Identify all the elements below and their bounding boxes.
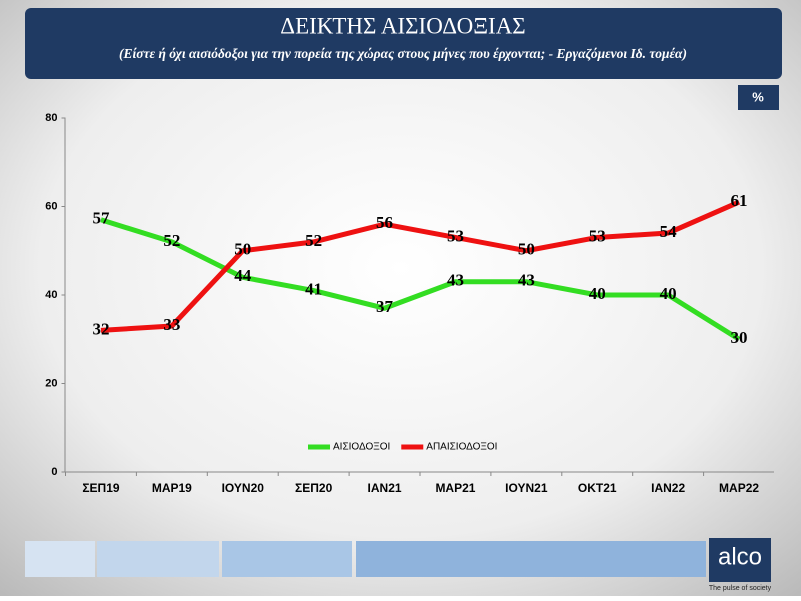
footer: alco The pulse of society bbox=[25, 538, 772, 592]
y-tick-label: 40 bbox=[45, 289, 57, 301]
data-label: 33 bbox=[163, 315, 180, 334]
x-tick-label: ΣΕΠ19 bbox=[82, 481, 120, 495]
data-label: 50 bbox=[518, 240, 535, 259]
legend-label: ΑΠΑΙΣΙΟΔΟΞΟΙ bbox=[426, 442, 497, 453]
data-label: 50 bbox=[234, 240, 251, 259]
data-label: 44 bbox=[234, 266, 252, 285]
x-tick-label: ΙΟΥΝ21 bbox=[505, 481, 548, 495]
data-label: 56 bbox=[376, 213, 393, 232]
x-tick-label: ΙΟΥΝ20 bbox=[222, 481, 265, 495]
y-tick-label: 0 bbox=[51, 466, 57, 478]
x-tick-label: ΙΑΝ22 bbox=[651, 481, 685, 495]
data-label: 54 bbox=[660, 222, 678, 241]
footer-bar bbox=[222, 541, 352, 577]
header bbox=[25, 8, 782, 79]
x-tick-label: ΟΚΤ21 bbox=[578, 481, 617, 495]
data-label: 52 bbox=[305, 231, 322, 250]
data-label: 57 bbox=[92, 209, 110, 228]
data-label: 53 bbox=[589, 226, 606, 245]
x-tick-label: ΜΑΡ22 bbox=[719, 481, 759, 495]
logo-box bbox=[709, 538, 771, 582]
data-label: 43 bbox=[518, 271, 535, 290]
legend-label: ΑΙΣΙΟΔΟΞΟΙ bbox=[333, 442, 390, 453]
data-label: 30 bbox=[731, 328, 748, 347]
data-label: 43 bbox=[447, 271, 464, 290]
unit-badge bbox=[738, 85, 779, 110]
tagline: The pulse of society bbox=[709, 585, 772, 592]
data-label: 32 bbox=[92, 319, 109, 338]
x-tick-label: ΜΑΡ21 bbox=[435, 481, 475, 495]
footer-bar bbox=[97, 541, 219, 577]
footer-bar bbox=[25, 541, 95, 577]
chart-title: ΔΕΙΚΤΗΣ ΑΙΣΙΟΔΟΞΙΑΣ bbox=[280, 13, 525, 38]
data-label: 40 bbox=[589, 284, 606, 303]
data-label: 40 bbox=[660, 284, 677, 303]
series-line bbox=[100, 217, 741, 342]
y-tick-label: 60 bbox=[45, 200, 57, 212]
series-line bbox=[100, 199, 741, 333]
data-label: 41 bbox=[305, 279, 322, 298]
y-tick-label: 20 bbox=[45, 377, 57, 389]
data-label: 61 bbox=[731, 191, 748, 210]
x-tick-label: ΜΑΡ19 bbox=[152, 481, 192, 495]
x-tick-label: ΣΕΠ20 bbox=[295, 481, 333, 495]
y-tick-label: 80 bbox=[45, 112, 57, 124]
footer-bar bbox=[356, 541, 706, 577]
data-label: 52 bbox=[163, 231, 180, 250]
chart-subtitle: (Είστε ή όχι αισιόδοξοι για την πορεία τ… bbox=[119, 46, 687, 61]
data-label: 53 bbox=[447, 226, 464, 245]
logo: alco bbox=[718, 543, 762, 570]
unit-label: % bbox=[752, 89, 764, 104]
data-label: 37 bbox=[376, 297, 394, 316]
x-tick-label: ΙΑΝ21 bbox=[368, 481, 402, 495]
